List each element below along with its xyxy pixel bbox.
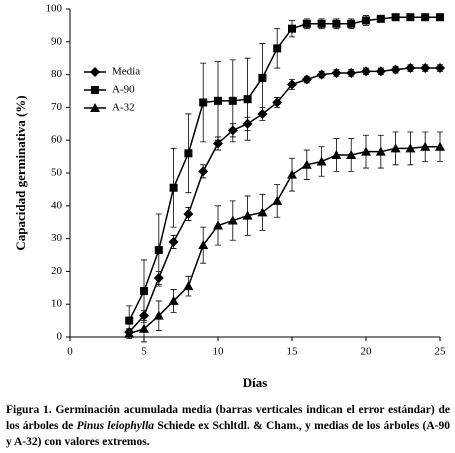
marker <box>361 146 371 156</box>
y-tick-label: 20 <box>51 265 63 277</box>
marker <box>435 141 445 151</box>
marker <box>376 14 385 23</box>
marker <box>214 96 222 105</box>
legend-label: A-32 <box>112 102 135 114</box>
marker <box>390 143 401 153</box>
y-tick-label: 30 <box>51 232 63 244</box>
x-tick-label: 0 <box>67 346 73 358</box>
marker <box>272 195 283 205</box>
caption-species: Pinus leiophylla <box>76 420 155 432</box>
marker <box>435 63 445 74</box>
marker <box>375 146 386 156</box>
x-tick-label: 20 <box>361 346 373 358</box>
marker <box>168 236 179 247</box>
marker <box>184 149 193 158</box>
marker <box>90 103 100 112</box>
marker <box>183 209 194 219</box>
marker <box>302 19 311 28</box>
y-tick-label: 50 <box>51 167 63 179</box>
marker <box>228 96 237 105</box>
marker <box>391 13 400 22</box>
marker <box>91 86 99 94</box>
marker <box>288 24 296 33</box>
marker <box>273 44 282 53</box>
marker <box>243 95 252 104</box>
marker <box>198 240 209 250</box>
y-tick-label: 40 <box>51 199 63 211</box>
marker <box>198 166 209 177</box>
y-tick-label: 60 <box>51 134 63 146</box>
y-tick-label: 90 <box>51 35 63 47</box>
marker <box>183 281 194 291</box>
marker <box>140 287 148 296</box>
series-line <box>128 146 440 335</box>
marker <box>301 159 312 169</box>
caption: Figura 1. Germinación acumulada media (b… <box>6 402 450 450</box>
caption-text: Schiede ex Schltdl. & Cham., y medias de… <box>6 420 450 448</box>
marker <box>125 316 134 325</box>
marker <box>420 63 431 74</box>
marker <box>199 98 208 107</box>
marker <box>227 215 238 225</box>
x-tick-label: 15 <box>287 346 299 358</box>
legend-label: Media <box>112 66 140 78</box>
y-tick-label: 70 <box>51 101 63 113</box>
marker <box>124 328 135 338</box>
chart: Días Capacidad germinativa (%) 0 10 20 30 40… <box>13 3 447 390</box>
marker <box>242 210 253 220</box>
marker <box>346 149 357 159</box>
marker <box>346 67 357 78</box>
caption-label: Figura 1. <box>6 404 52 416</box>
marker <box>258 73 267 82</box>
y-axis-label: Capacidad germinativa (%) <box>13 95 28 250</box>
marker <box>169 183 178 192</box>
marker <box>154 246 163 255</box>
marker <box>316 156 327 166</box>
marker <box>301 74 312 85</box>
marker <box>317 19 326 28</box>
series-line <box>128 67 440 333</box>
x-axis-label: Días <box>243 375 268 390</box>
marker <box>331 149 342 159</box>
marker <box>362 16 370 25</box>
series-line <box>128 16 440 321</box>
marker <box>168 295 179 305</box>
marker <box>90 67 100 77</box>
x-tick-label: 10 <box>213 346 225 358</box>
marker <box>213 220 223 230</box>
marker <box>272 97 283 108</box>
marker <box>331 67 342 78</box>
legend-label: A-90 <box>112 84 135 96</box>
marker <box>406 13 415 22</box>
y-tick-label: 0 <box>57 331 63 343</box>
marker <box>316 69 327 80</box>
marker <box>405 143 416 153</box>
marker <box>139 323 149 333</box>
marker <box>405 63 416 74</box>
x-tick-label: 25 <box>435 346 447 358</box>
marker <box>390 64 401 75</box>
marker <box>287 169 297 179</box>
marker <box>421 13 430 22</box>
y-tick-label: 80 <box>51 68 63 80</box>
marker <box>213 138 223 149</box>
y-tick-label: 100 <box>46 3 63 15</box>
marker <box>361 66 371 77</box>
marker <box>287 79 297 90</box>
marker <box>436 13 444 22</box>
marker <box>257 207 268 217</box>
marker <box>347 19 356 28</box>
marker <box>420 141 431 151</box>
caption-text: Germinación acumulada media (barras vert… <box>6 404 451 432</box>
y-tick-label: 10 <box>51 298 63 310</box>
marker <box>375 66 386 77</box>
marker <box>332 19 341 28</box>
marker <box>257 108 268 119</box>
marker <box>153 310 164 320</box>
x-tick-label: 5 <box>141 346 147 358</box>
